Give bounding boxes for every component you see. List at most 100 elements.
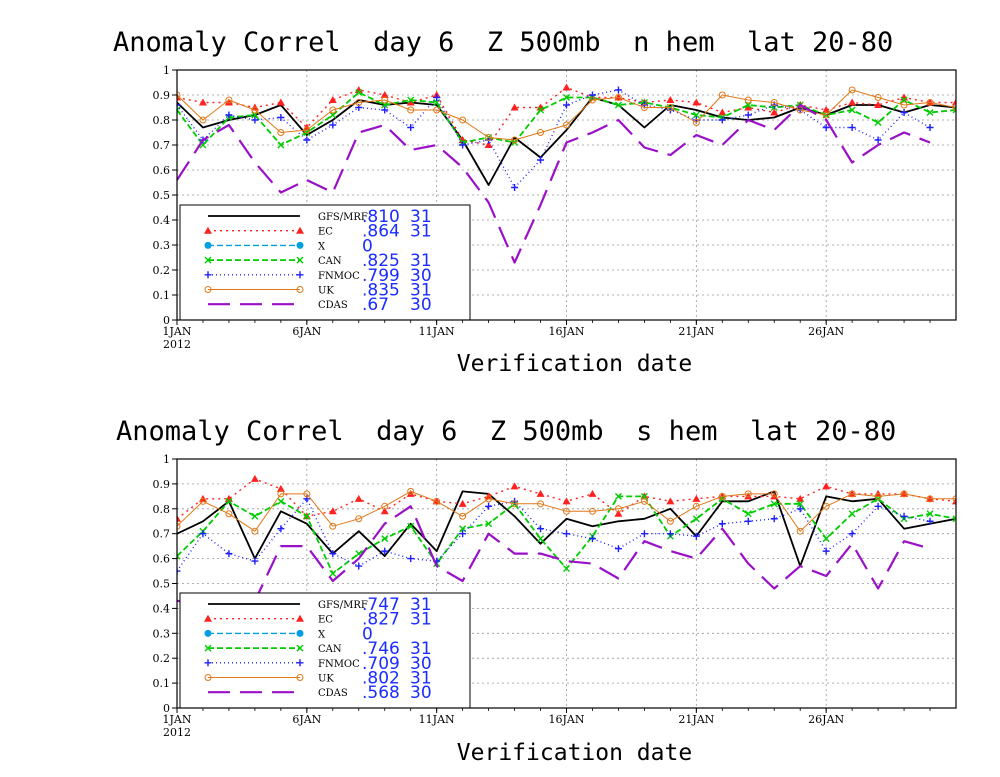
data-point [666,517,674,525]
data-point [355,562,363,570]
data-point [926,99,934,106]
data-point [718,108,727,116]
data-point [744,490,752,498]
data-point [328,96,337,103]
y-tick-label: 0.8 [153,503,171,516]
data-point [537,535,545,543]
legend-count: 30 [410,295,432,315]
data-point [381,547,389,555]
data-point [485,134,493,141]
legend-marker [204,659,212,667]
data-point [822,482,831,490]
y-tick-label: 0.6 [153,553,171,566]
legend-marker [296,241,304,249]
data-point [511,184,519,191]
data-point [692,119,700,126]
data-point [900,109,908,116]
data-point [224,98,233,106]
legend-box [179,204,471,321]
y-tick-label: 0.1 [153,677,171,690]
legend-count: 31 [410,595,432,615]
legend-stat: .747 [362,595,400,615]
chart-panel-1: Anomaly Correl day 6 Z 500mb n hem lat 2… [113,27,957,377]
legend-label: GFS/MRF [318,212,368,223]
data-point [433,497,441,505]
x-tick-label: 26JAN [808,325,844,338]
data-point [848,530,856,538]
x-axis-label: Verification date [457,351,692,377]
legend-stat: .802 [362,669,400,689]
data-point [718,520,726,528]
y-tick-label: 0.7 [153,528,171,541]
data-point [407,106,415,114]
data-point [177,91,181,99]
x-tick-label: 1JAN [163,713,192,726]
data-point [177,567,181,575]
data-point [692,98,701,106]
data-point [251,116,259,124]
data-point [588,96,596,104]
legend-count: 31 [410,207,432,227]
data-point [250,474,259,482]
x-axis-label: Verification date [457,740,692,766]
data-point [177,514,181,522]
data-point [692,494,701,502]
data-point [848,490,856,498]
data-point [692,502,700,510]
data-point [874,94,882,101]
legend-label: CAN [318,644,342,655]
data-point [381,96,389,104]
data-point [900,490,908,498]
data-point [537,156,545,164]
data-point [614,505,622,513]
y-tick-label: 0.3 [153,627,171,640]
x-tick-label: 21JAN [678,713,714,726]
data-point [926,517,934,525]
y-tick-label: 0.2 [153,652,171,665]
legend-marker [296,644,304,652]
data-point [874,119,882,126]
data-point [718,116,726,124]
data-point [355,99,363,106]
data-point [952,106,956,114]
data-point [952,515,956,523]
data-point [511,500,519,508]
chart-title: Anomaly Correl day 6 Z 500mb n hem lat 2… [113,27,893,58]
legend-stat: .864 [362,222,400,242]
legend-marker [296,256,304,264]
data-point [744,96,752,104]
data-point [563,101,570,109]
data-point [303,136,311,144]
data-point [277,129,285,136]
data-point [329,522,337,530]
data-point [666,96,675,103]
data-point [666,104,674,111]
data-point [303,490,311,498]
data-point [926,124,934,131]
data-point [277,490,285,498]
data-point [433,94,441,101]
data-point [666,530,674,538]
x-tick-label: 21JAN [678,325,714,338]
legend-count: 30 [410,266,432,286]
data-point [276,484,285,492]
data-point [177,522,181,530]
data-point [381,502,389,510]
legend-stat: .835 [362,281,400,301]
data-point [848,98,857,106]
legend-stat: .746 [362,639,400,659]
data-point [510,103,519,111]
x-tick-year: 2012 [163,726,191,739]
data-point [563,530,570,538]
data-point [822,106,831,113]
legend-marker [204,241,212,249]
y-tick-label: 0 [163,314,170,327]
data-point [406,98,415,106]
x-tick-label: 16JAN [549,713,585,726]
data-point [380,91,389,98]
y-tick-label: 0 [163,702,170,715]
series-line-gfs-mrf [177,490,956,567]
data-point [277,114,285,121]
data-point [614,492,622,500]
y-tick-label: 0.9 [153,478,171,491]
